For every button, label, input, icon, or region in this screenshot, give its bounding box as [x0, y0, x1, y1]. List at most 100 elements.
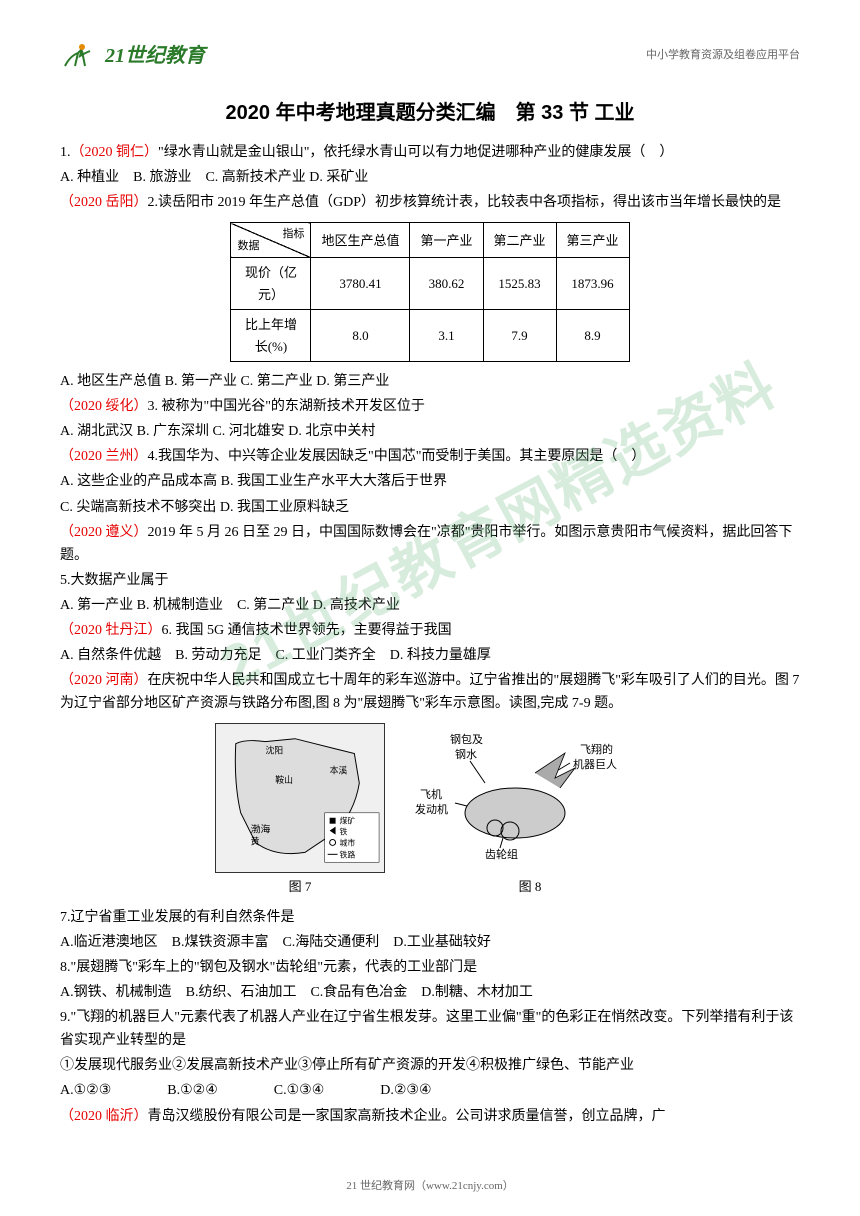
- q4-optA: A. 这些企业的产品成本高 B. 我国工业生产水平大大落后于世界: [60, 470, 800, 493]
- q5-source: （2020 遵义）: [60, 525, 148, 540]
- figure-row: 沈阳 本溪 鞍山 渤海 黄 煤矿 铁 城市 铁路 图 7: [60, 723, 800, 897]
- linyi-intro: （2020 临沂）青岛汉缆股份有限公司是一家国家高新技术企业。公司讲求质量信誉，…: [60, 1105, 800, 1128]
- page-title: 2020 年中考地理真题分类汇编 第 33 节 工业: [60, 97, 800, 129]
- figure-8-box: 钢包及 钢水 飞翔的 机器巨人 飞机 发动机 齿轮组 图 8: [415, 723, 645, 897]
- question-5-pre: （2020 遵义）2019 年 5 月 26 日至 29 日，中国国际数博会在"…: [60, 521, 800, 567]
- svg-text:铁路: 铁路: [340, 850, 356, 860]
- q9-options: A.①②③ B.①②④ C.①③④ D.②③④: [60, 1079, 800, 1102]
- q7-num: 7.: [60, 910, 71, 925]
- diag-bottom: 数据: [237, 237, 259, 255]
- logo-icon: [60, 41, 100, 71]
- r1c1: 3780.41: [311, 258, 410, 310]
- q4-source: （2020 兰州）: [60, 449, 148, 464]
- r1c3: 1525.83: [483, 258, 556, 310]
- q6-num: 6.: [162, 623, 173, 638]
- question-5: 5.大数据产业属于: [60, 569, 800, 592]
- gdp-table-container: 指标 数据 地区生产总值 第一产业 第二产业 第三产业 现价（亿元） 3780.…: [60, 222, 800, 362]
- svg-text:机器巨人: 机器巨人: [573, 757, 617, 771]
- question-4: （2020 兰州）4.我国华为、中兴等企业发展因缺乏"中国芯"而受制于美国。其主…: [60, 445, 800, 468]
- q3-options: A. 湖北武汉 B. 广东深圳 C. 河北雄安 D. 北京中关村: [60, 420, 800, 443]
- fig7-caption: 图 7: [215, 876, 385, 897]
- svg-text:发动机: 发动机: [415, 802, 448, 816]
- q9-choices: ①发展现代服务业②发展高新技术产业③停止所有矿产资源的开发④积极推广绿色、节能产…: [60, 1054, 800, 1077]
- figure-7: 沈阳 本溪 鞍山 渤海 黄 煤矿 铁 城市 铁路: [215, 723, 385, 873]
- svg-text:飞机: 飞机: [420, 787, 442, 801]
- henan-intro: （2020 河南）在庆祝中华人民共和国成立七十周年的彩车巡游中。辽宁省推出的"展…: [60, 669, 800, 715]
- q4-text: 我国华为、中兴等企业发展因缺乏"中国芯"而受制于美国。其主要原因是（ ）: [158, 449, 645, 464]
- henan-text: 在庆祝中华人民共和国成立七十周年的彩车巡游中。辽宁省推出的"展翅腾飞"彩车吸引了…: [60, 673, 799, 711]
- q7-text: 辽宁省重工业发展的有利自然条件是: [71, 910, 295, 925]
- header-subtitle: 中小学教育资源及组卷应用平台: [646, 47, 800, 65]
- r1c2: 380.62: [410, 258, 483, 310]
- q2-num: 2.: [148, 195, 159, 210]
- question-3: （2020 绥化）3. 被称为"中国光谷"的东湖新技术开发区位于: [60, 395, 800, 418]
- svg-text:钢水: 钢水: [455, 748, 477, 761]
- th-2: 第一产业: [410, 223, 483, 258]
- svg-text:黄: 黄: [251, 836, 260, 847]
- th-1: 地区生产总值: [311, 223, 410, 258]
- page-header: 21世纪教育 中小学教育资源及组卷应用平台: [60, 40, 800, 72]
- q1-num: 1.: [60, 145, 71, 160]
- q7-options: A.临近港澳地区 B.煤铁资源丰富 C.海陆交通便利 D.工业基础较好: [60, 931, 800, 954]
- row2-label: 比上年增长(%): [231, 310, 311, 362]
- q3-num: 3.: [148, 399, 159, 414]
- logo-text: 21世纪教育: [105, 40, 205, 72]
- q4-num: 4.: [148, 449, 159, 464]
- q4-optC: C. 尖端高新技术不够突出 D. 我国工业原料缺乏: [60, 496, 800, 519]
- q6-source: （2020 牡丹江）: [60, 623, 162, 638]
- svg-text:齿轮组: 齿轮组: [485, 847, 518, 861]
- svg-text:铁: 铁: [340, 827, 348, 837]
- th-3: 第二产业: [483, 223, 556, 258]
- svg-text:本溪: 本溪: [330, 765, 348, 776]
- question-2: （2020 岳阳）2.读岳阳市 2019 年生产总值（GDP）初步核算统计表，比…: [60, 191, 800, 214]
- q1-text: "绿水青山就是金山银山"，依托绿水青山可以有力地促进哪种产业的健康发展（ ）: [158, 145, 673, 160]
- q5-options: A. 第一产业 B. 机械制造业 C. 第二产业 D. 高技术产业: [60, 594, 800, 617]
- q3-source: （2020 绥化）: [60, 399, 148, 414]
- page-footer: 21 世纪教育网（www.21cnjy.com）: [0, 1178, 860, 1196]
- q8-text: "展翅腾飞"彩车上的"钢包及钢水"齿轮组"元素，代表的工业部门是: [71, 960, 478, 975]
- question-1: 1.（2020 铜仁）"绿水青山就是金山银山"，依托绿水青山可以有力地促进哪种产…: [60, 141, 800, 164]
- r2c1: 8.0: [311, 310, 410, 362]
- q8-options: A.钢铁、机械制造 B.纺织、石油加工 C.食品有色冶金 D.制糖、木材加工: [60, 981, 800, 1004]
- question-6: （2020 牡丹江）6. 我国 5G 通信技术世界领先，主要得益于我国: [60, 619, 800, 642]
- fig8-caption: 图 8: [415, 876, 645, 897]
- footer-text: 21 世纪教育网（www.21cnjy.com）: [346, 1180, 514, 1192]
- r2c3: 7.9: [483, 310, 556, 362]
- r2c4: 8.9: [556, 310, 629, 362]
- q5-text: 大数据产业属于: [71, 573, 169, 588]
- q8-num: 8.: [60, 960, 71, 975]
- q1-source: （2020 铜仁）: [71, 145, 159, 160]
- q3-text: 被称为"中国光谷"的东湖新技术开发区位于: [158, 399, 425, 414]
- diag-top: 指标: [282, 225, 304, 243]
- q9-text: "飞翔的机器巨人"元素代表了机器人产业在辽宁省生根发芽。这里工业偏"重"的色彩正…: [60, 1010, 793, 1048]
- henan-source: （2020 河南）: [60, 673, 148, 688]
- svg-text:城市: 城市: [340, 838, 356, 848]
- q6-options: A. 自然条件优越 B. 劳动力充足 C. 工业门类齐全 D. 科技力量雄厚: [60, 644, 800, 667]
- figure-8: 钢包及 钢水 飞翔的 机器巨人 飞机 发动机 齿轮组: [415, 723, 645, 873]
- svg-text:渤海: 渤海: [251, 823, 271, 836]
- linyi-source: （2020 临沂）: [60, 1109, 148, 1124]
- q5-pretext: 2019 年 5 月 26 日至 29 日，中国国际数博会在"凉都"贵阳市举行。…: [60, 525, 792, 563]
- q2-source: （2020 岳阳）: [60, 195, 148, 210]
- svg-text:钢包及: 钢包及: [450, 733, 483, 746]
- question-8: 8."展翅腾飞"彩车上的"钢包及钢水"齿轮组"元素，代表的工业部门是: [60, 956, 800, 979]
- row1-label: 现价（亿元）: [231, 258, 311, 310]
- content-body: 1.（2020 铜仁）"绿水青山就是金山银山"，依托绿水青山可以有力地促进哪种产…: [60, 141, 800, 1128]
- q6-text: 我国 5G 通信技术世界领先，主要得益于我国: [172, 623, 452, 638]
- svg-text:煤矿: 煤矿: [340, 816, 356, 826]
- q1-options: A. 种植业 B. 旅游业 C. 高新技术产业 D. 采矿业: [60, 166, 800, 189]
- th-4: 第三产业: [556, 223, 629, 258]
- r2c2: 3.1: [410, 310, 483, 362]
- q9-num: 9.: [60, 1010, 71, 1025]
- svg-text:沈阳: 沈阳: [265, 745, 283, 756]
- gdp-table: 指标 数据 地区生产总值 第一产业 第二产业 第三产业 现价（亿元） 3780.…: [230, 222, 629, 362]
- figure-7-box: 沈阳 本溪 鞍山 渤海 黄 煤矿 铁 城市 铁路 图 7: [215, 723, 385, 897]
- logo: 21世纪教育: [60, 40, 205, 72]
- q2-options: A. 地区生产总值 B. 第一产业 C. 第二产业 D. 第三产业: [60, 370, 800, 393]
- q5-num: 5.: [60, 573, 71, 588]
- svg-text:飞翔的: 飞翔的: [580, 742, 613, 756]
- question-9: 9."飞翔的机器巨人"元素代表了机器人产业在辽宁省生根发芽。这里工业偏"重"的色…: [60, 1006, 800, 1052]
- q2-text: 读岳阳市 2019 年生产总值（GDP）初步核算统计表，比较表中各项指标，得出该…: [158, 195, 781, 210]
- question-7: 7.辽宁省重工业发展的有利自然条件是: [60, 906, 800, 929]
- svg-text:鞍山: 鞍山: [275, 775, 293, 786]
